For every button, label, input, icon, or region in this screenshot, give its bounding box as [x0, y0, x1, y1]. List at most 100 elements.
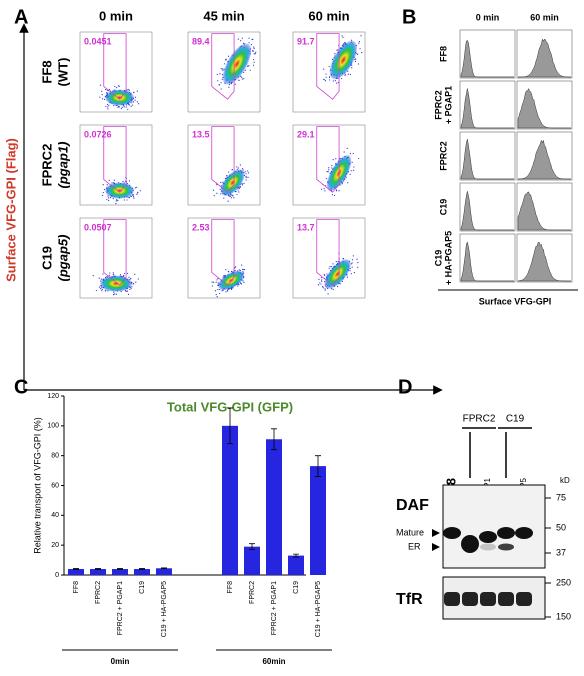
event-dot	[115, 203, 117, 205]
bar	[156, 568, 172, 575]
event-dot	[220, 181, 222, 184]
event-dot	[123, 272, 126, 275]
event-dot	[324, 288, 326, 290]
event-dot	[98, 286, 101, 288]
histogram	[517, 87, 571, 129]
event-dot	[320, 277, 322, 279]
event-dot	[92, 275, 94, 277]
event-dot	[121, 106, 123, 108]
event-dot	[227, 200, 229, 202]
event-dot	[101, 90, 103, 92]
event-dot	[327, 293, 329, 295]
event-dot	[218, 292, 221, 295]
event-dot	[103, 188, 106, 191]
event-dot	[235, 191, 237, 193]
event-dot	[238, 187, 240, 190]
event-dot	[247, 170, 249, 172]
event-dot	[234, 83, 236, 85]
event-dot	[128, 90, 130, 92]
column-header: 60 min	[308, 8, 349, 23]
event-dot	[244, 171, 246, 173]
marker-label: 150	[556, 611, 571, 621]
event-dot	[217, 288, 219, 291]
event-dot	[117, 106, 119, 108]
event-dot	[117, 85, 120, 87]
band	[480, 592, 496, 606]
event-dot	[106, 92, 108, 94]
event-dot	[332, 288, 334, 290]
event-dot	[245, 175, 247, 178]
event-dot	[127, 293, 130, 295]
event-dot	[346, 276, 349, 278]
event-dot	[349, 73, 351, 76]
gate	[103, 126, 127, 193]
event-dot	[230, 270, 233, 273]
event-dot	[127, 108, 129, 110]
error-bar	[293, 553, 299, 558]
event-dot	[253, 48, 255, 50]
event-dot	[334, 53, 336, 55]
event-dot	[241, 183, 243, 185]
row-sublabel: (WT)	[55, 58, 70, 87]
event-dot	[136, 193, 138, 195]
event-dot	[331, 266, 333, 268]
event-dot	[236, 166, 238, 168]
event-dot	[333, 194, 336, 197]
event-dot	[351, 259, 354, 261]
event-dot	[240, 283, 243, 285]
event-dot	[351, 67, 353, 69]
gate-percent: 89.4	[192, 36, 210, 46]
row-label: FPRC2	[433, 90, 443, 120]
event-dot	[236, 193, 238, 196]
event-dot	[136, 101, 139, 103]
event-dot	[317, 284, 319, 286]
event-dot	[337, 260, 339, 263]
event-dot	[109, 272, 111, 274]
event-dot	[350, 170, 352, 172]
bar	[244, 546, 260, 575]
event-dot	[113, 104, 115, 107]
density-core	[222, 43, 252, 85]
row-label: + PGAP1	[443, 86, 453, 124]
gate-percent: 0.0726	[84, 129, 112, 139]
event-dot	[223, 275, 225, 277]
event-dot	[238, 79, 240, 81]
event-dot	[242, 280, 244, 282]
y-tick-label: 20	[51, 542, 59, 549]
event-dot	[253, 58, 255, 61]
event-dot	[220, 193, 222, 195]
event-dot	[134, 99, 136, 101]
event-dot	[120, 108, 123, 110]
column-header: 45 min	[203, 8, 244, 23]
event-dot	[241, 78, 243, 80]
error-bar	[271, 428, 277, 451]
event-dot	[115, 293, 118, 295]
event-dot	[331, 288, 333, 290]
event-dot	[331, 167, 333, 169]
density-core	[324, 259, 351, 289]
event-dot	[328, 169, 330, 171]
histogram	[460, 138, 514, 180]
event-dot	[105, 105, 107, 108]
event-dot	[228, 86, 230, 88]
event-dot	[215, 293, 217, 296]
gate-percent: 2.53	[192, 222, 210, 232]
event-dot	[335, 261, 337, 263]
event-dot	[108, 179, 110, 181]
plot-frame	[292, 124, 366, 206]
event-dot	[323, 68, 325, 70]
band	[462, 592, 478, 606]
event-dot	[358, 40, 361, 43]
event-dot	[356, 258, 358, 260]
event-dot	[219, 188, 221, 190]
event-dot	[248, 42, 250, 44]
column-header: 0 min	[476, 12, 500, 22]
event-dot	[335, 190, 338, 192]
event-dot	[220, 88, 222, 90]
event-dot	[357, 53, 359, 56]
band	[497, 527, 515, 539]
error-bar	[117, 568, 123, 570]
event-dot	[358, 42, 360, 44]
event-dot	[353, 169, 355, 171]
event-dot	[130, 277, 132, 280]
